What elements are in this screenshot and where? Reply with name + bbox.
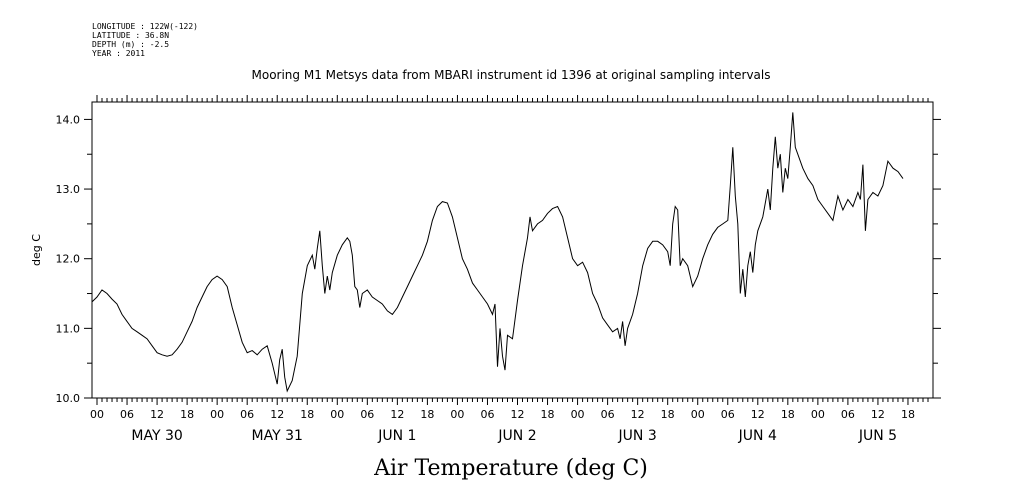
x-hour-label: 12 — [150, 408, 164, 421]
chart-title: Mooring M1 Metsys data from MBARI instru… — [252, 68, 771, 82]
axis-ticks — [84, 95, 941, 405]
x-hour-label: 18 — [661, 408, 675, 421]
x-hour-label: 12 — [390, 408, 404, 421]
x-hour-label: 00 — [450, 408, 464, 421]
longitude-text: LONGITUDE : 122W(-122) — [92, 22, 198, 31]
x-day-label: JUN 1 — [377, 428, 416, 444]
y-tick-label: 11.0 — [56, 322, 81, 335]
x-axis-label: Air Temperature (deg C) — [373, 456, 648, 481]
y-tick-label: 10.0 — [56, 392, 81, 405]
x-hour-label: 00 — [90, 408, 104, 421]
x-day-label: JUN 2 — [497, 428, 536, 444]
x-day-labels: MAY 30 MAY 31 JUN 1 JUN 2 JUN 3 JUN 4 JUN 5 — [131, 428, 897, 444]
series-line-air-temperature — [91, 112, 904, 393]
x-hour-label: 00 — [691, 408, 705, 421]
depth-text: DEPTH (m) : -2.5 — [92, 40, 169, 49]
plot-frame — [91, 101, 934, 399]
x-hour-label: 12 — [871, 408, 885, 421]
x-hour-label: 06 — [360, 408, 374, 421]
y-tick-label: 12.0 — [56, 253, 81, 266]
year-text: YEAR : 2011 — [92, 49, 145, 58]
x-hour-label: 18 — [180, 408, 194, 421]
x-day-label: JUN 4 — [738, 428, 777, 444]
x-hour-label: 06 — [601, 408, 615, 421]
x-hour-label: 18 — [420, 408, 434, 421]
y-tick-label: 13.0 — [56, 183, 81, 196]
x-hour-label: 06 — [841, 408, 855, 421]
x-hour-label: 06 — [240, 408, 254, 421]
x-hour-label: 12 — [270, 408, 284, 421]
x-hour-label: 00 — [330, 408, 344, 421]
latitude-text: LATITUDE : 36.8N — [92, 31, 169, 40]
x-hour-label: 00 — [210, 408, 224, 421]
x-day-label: JUN 3 — [618, 428, 657, 444]
y-tick-labels: 10.0 11.0 12.0 13.0 14.0 — [56, 113, 81, 405]
y-axis-label: deg C — [30, 234, 43, 266]
x-hour-label: 18 — [541, 408, 555, 421]
x-hour-label: 00 — [571, 408, 585, 421]
x-hour-label: 12 — [511, 408, 525, 421]
x-hour-label: 18 — [901, 408, 915, 421]
x-hour-label: 12 — [631, 408, 645, 421]
y-tick-label: 14.0 — [56, 113, 81, 126]
x-hour-label: 06 — [721, 408, 735, 421]
x-day-label: JUN 5 — [858, 428, 897, 444]
x-hour-label: 00 — [811, 408, 825, 421]
x-day-label: MAY 30 — [131, 428, 182, 444]
x-day-label: MAY 31 — [252, 428, 303, 444]
x-hour-label: 06 — [120, 408, 134, 421]
x-hour-label: 06 — [480, 408, 494, 421]
x-hour-label: 18 — [300, 408, 314, 421]
x-hour-labels: 00 06 12 18 00 06 12 18 00 06 12 18 00 06 12 18 00 06 12 18… — [90, 408, 915, 421]
x-hour-label: 18 — [781, 408, 795, 421]
x-hour-label: 12 — [751, 408, 765, 421]
